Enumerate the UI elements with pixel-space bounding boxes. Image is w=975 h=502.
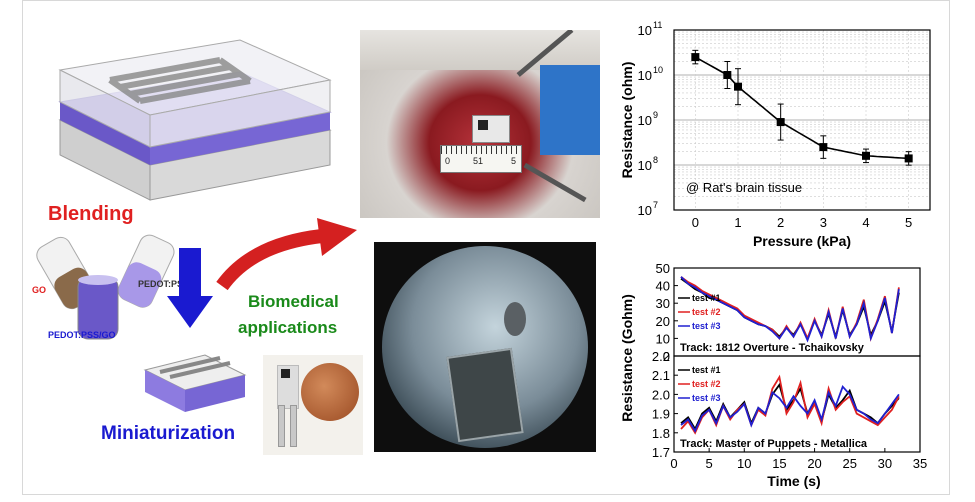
- rat-brain-photo: 0 51 5: [360, 30, 600, 218]
- x-tick-label: 10: [737, 456, 751, 471]
- ruler-5: 5: [511, 156, 517, 166]
- interdigitated-electrode: [108, 57, 252, 104]
- y-axis-label: Resistance (Gohm): [619, 294, 635, 422]
- purple-layer-front: [150, 112, 330, 165]
- pedot-pss-go-label: PEDOT:PSS/GO: [48, 330, 116, 340]
- x-tick-label: 2: [777, 215, 784, 230]
- x-tick-label: 30: [878, 456, 892, 471]
- blue-cable: [540, 65, 600, 155]
- curved-arrow: [216, 218, 357, 291]
- pedot-pss-label: PEDOT:PSS: [138, 279, 190, 289]
- x-tick-label: 0: [692, 215, 699, 230]
- series-line: [680, 276, 900, 343]
- chip-and-coin-photo: [263, 355, 363, 455]
- purple-layer-left: [60, 102, 150, 165]
- legend-label: test #1: [692, 293, 721, 303]
- endoscope-photo: [374, 242, 596, 452]
- y-tick-label: 10: [638, 113, 652, 128]
- data-point: [723, 71, 732, 79]
- blending-label: Blending: [48, 203, 134, 225]
- y-tick-label: 2.0: [652, 387, 670, 402]
- sensor-schematic-large: [58, 39, 332, 201]
- y-tick-exponent: 11: [653, 20, 662, 30]
- legend-label: test #3: [692, 393, 721, 403]
- y-tick-label: 0: [663, 349, 670, 364]
- biomedical-label-1: Biomedical: [248, 292, 339, 311]
- coin: [301, 363, 359, 421]
- y-tick-exponent: 8: [653, 155, 658, 165]
- annotation: @ Rat's brain tissue: [686, 180, 802, 195]
- series-line: [680, 384, 900, 433]
- x-tick-label: 20: [807, 456, 821, 471]
- implanted-sensor: [446, 347, 524, 443]
- y-tick-label: 10: [638, 158, 652, 173]
- legend-label: test #2: [692, 307, 721, 317]
- ruler: 0 51 5: [440, 145, 522, 173]
- x-tick-label: 1: [734, 215, 741, 230]
- data-point: [904, 154, 913, 163]
- y-tick-exponent: 9: [653, 110, 658, 120]
- x-tick-label: 25: [842, 456, 856, 471]
- x-tick-label: 15: [772, 456, 786, 471]
- miniaturization-label: Miniaturization: [101, 423, 236, 444]
- y-tick-label: 1.9: [652, 407, 670, 422]
- y-tick-label: 40: [656, 279, 670, 294]
- y-tick-label: 1.8: [652, 426, 670, 441]
- mixture-vial: [77, 275, 119, 340]
- x-axis-label: Time (s): [767, 473, 820, 489]
- y-tick-exponent: 7: [653, 200, 658, 210]
- vials-illustration: [36, 234, 175, 340]
- y-tick-label: 2.1: [652, 368, 670, 383]
- x-tick-label: 5: [905, 215, 912, 230]
- legend-label: test #2: [692, 379, 721, 389]
- y-tick-label: 20: [656, 314, 670, 329]
- y-tick-label: 10: [638, 203, 652, 218]
- annotation: Track: Master of Puppets - Metallica: [680, 438, 868, 450]
- biomedical-label-2: applications: [238, 318, 338, 337]
- x-tick-label: 35: [913, 456, 927, 471]
- legend-label: test #3: [692, 321, 721, 331]
- y-tick-label: 10: [656, 331, 670, 346]
- data-point: [862, 151, 870, 160]
- x-tick-label: 5: [706, 456, 713, 471]
- down-arrow: [167, 248, 213, 328]
- ruler-51: 51: [473, 156, 484, 166]
- ruler-0: 0: [445, 156, 451, 166]
- data-point: [776, 118, 785, 127]
- y-tick-label: 50: [656, 261, 670, 276]
- y-tick-label: 1.7: [652, 445, 670, 460]
- go-label: GO: [32, 285, 47, 295]
- substrate-front: [149, 129, 331, 201]
- legend-label: test #1: [692, 365, 721, 375]
- plot-frame: [673, 29, 931, 211]
- y-tick-exponent: 10: [653, 65, 663, 75]
- x-tick-label: 0: [670, 456, 677, 471]
- y-tick-label: 30: [656, 296, 670, 311]
- y-axis-label: Resistance (ohm): [619, 62, 635, 179]
- pedot-vial: [117, 234, 175, 308]
- y-tick-label: 2.2: [652, 349, 670, 364]
- x-tick-label: 4: [862, 215, 869, 230]
- data-point: [819, 143, 828, 152]
- data-point: [734, 82, 742, 91]
- y-tick-label: 10: [638, 23, 652, 38]
- sensor-schematic-small: [143, 354, 247, 412]
- y-tick-label: 10: [638, 68, 652, 83]
- plot-frame: [673, 355, 921, 453]
- annotation: Track: 1812 Overture - Tchaikovsky: [680, 342, 865, 354]
- data-point: [691, 53, 700, 62]
- x-axis-label: Pressure (kPa): [753, 233, 851, 249]
- x-tick-label: 3: [820, 215, 827, 230]
